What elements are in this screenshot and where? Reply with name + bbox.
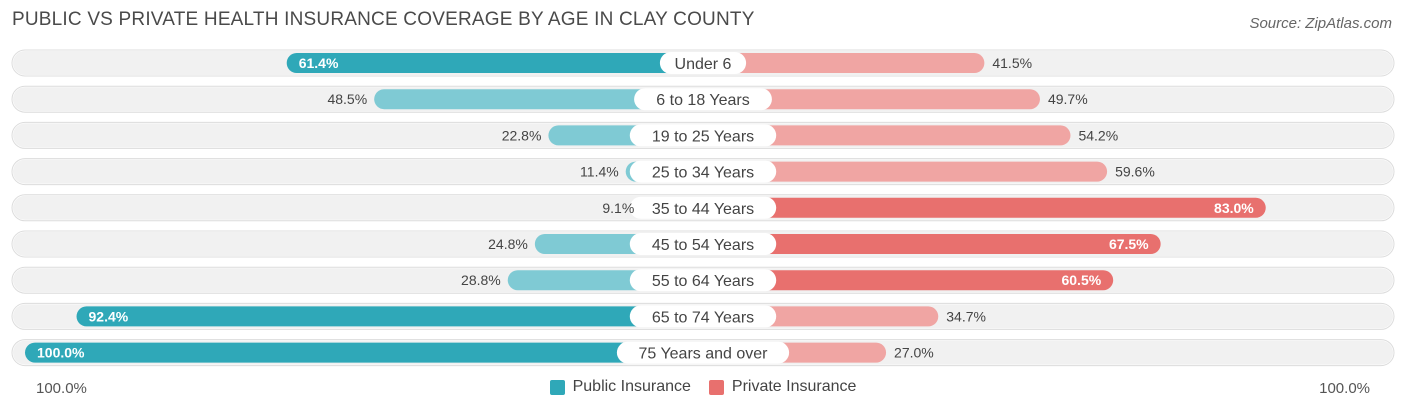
- category-label: 25 to 34 Years: [652, 165, 754, 182]
- bar-private: [693, 161, 1108, 182]
- value-label-public: 28.8%: [461, 272, 501, 288]
- category-label-bg: [616, 341, 790, 364]
- legend-label-public: Public Insurance: [572, 378, 691, 395]
- category-label: 45 to 54 Years: [652, 237, 754, 254]
- value-label-private: 27.0%: [894, 345, 934, 361]
- chart-title: PUBLIC VS PRIVATE HEALTH INSURANCE COVER…: [12, 9, 755, 30]
- bar-private: [693, 53, 985, 73]
- legend-swatch-private: [708, 379, 724, 395]
- axis-left-label: 100.0%: [36, 380, 87, 397]
- bar-private: [693, 270, 1114, 291]
- value-label-private: 34.7%: [946, 308, 986, 324]
- legend-swatch-public: [549, 379, 565, 395]
- source-note: Source: ZipAtlas.com: [1249, 15, 1392, 32]
- value-label-public: 24.8%: [488, 236, 528, 252]
- category-label-bg: [629, 269, 777, 292]
- bar-private: [693, 197, 1266, 218]
- value-label-private: 60.5%: [1061, 272, 1101, 288]
- value-label-public: 9.1%: [602, 200, 634, 216]
- axis-right-label: 100.0%: [1319, 380, 1370, 397]
- value-label-private: 41.5%: [992, 55, 1032, 71]
- legend-item-public: Public Insurance: [549, 378, 691, 396]
- value-label-private: 67.5%: [1109, 236, 1149, 252]
- value-label-public: 22.8%: [502, 127, 542, 143]
- value-label-private: 83.0%: [1214, 200, 1254, 216]
- category-label: 65 to 74 Years: [652, 309, 754, 326]
- value-label-private: 49.7%: [1048, 91, 1088, 107]
- bar-private: [693, 234, 1161, 254]
- value-label-public: 11.4%: [580, 164, 619, 180]
- value-label-public: 100.0%: [37, 345, 85, 361]
- value-label-public: 92.4%: [89, 308, 129, 324]
- category-label-bg: [629, 124, 777, 147]
- category-label-bg: [629, 233, 777, 255]
- value-label-public: 61.4%: [299, 55, 339, 71]
- bar-public: [286, 53, 713, 73]
- category-label: 19 to 25 Years: [652, 128, 754, 145]
- category-label: 35 to 44 Years: [652, 201, 754, 218]
- value-label-private: 54.2%: [1078, 127, 1118, 143]
- category-label-bg: [629, 196, 777, 219]
- bar-public: [25, 342, 713, 363]
- value-label-public: 48.5%: [327, 91, 367, 107]
- category-label-bg: [634, 88, 772, 111]
- bar-public: [76, 306, 713, 327]
- category-label: 6 to 18 Years: [656, 92, 749, 109]
- legend-label-private: Private Insurance: [731, 378, 857, 395]
- bar-private: [693, 125, 1071, 146]
- category-label: 55 to 64 Years: [652, 273, 754, 290]
- category-label: Under 6: [675, 56, 732, 73]
- legend-item-private: Private Insurance: [708, 378, 857, 396]
- category-label-bg: [629, 305, 777, 328]
- value-label-private: 59.6%: [1115, 164, 1155, 180]
- category-label-bg: [629, 160, 777, 183]
- bar-public: [374, 89, 713, 110]
- category-label-bg: [659, 52, 747, 74]
- bar-private: [693, 89, 1040, 110]
- category-label: 75 Years and over: [639, 346, 769, 363]
- legend: Public Insurance Private Insurance: [0, 378, 1406, 396]
